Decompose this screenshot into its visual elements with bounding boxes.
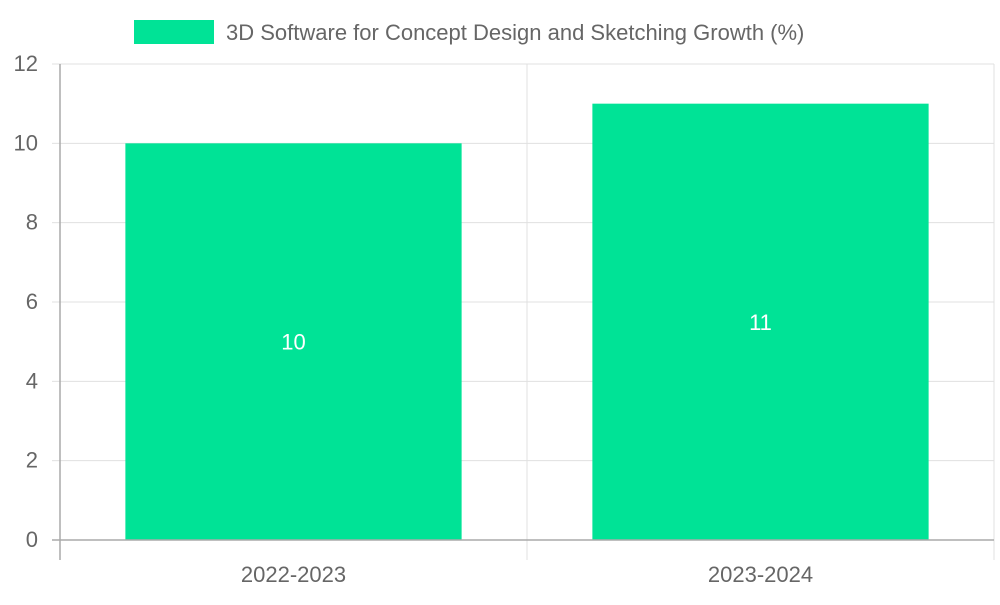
y-tick-label: 12	[14, 51, 38, 76]
bar-2022-2023[interactable]	[125, 143, 462, 541]
x-axis-tick-labels: 2022-2023 2023-2024	[241, 562, 813, 587]
bars	[125, 103, 929, 541]
legend[interactable]: 3D Software for Concept Design and Sketc…	[134, 20, 804, 45]
y-tick-label: 10	[14, 130, 38, 155]
y-tick-label: 4	[26, 368, 38, 393]
legend-label: 3D Software for Concept Design and Sketc…	[226, 20, 804, 45]
x-tick-label: 2023-2024	[708, 562, 813, 587]
bar-2023-2024[interactable]	[592, 103, 929, 541]
legend-swatch	[134, 20, 214, 44]
y-tick-label: 6	[26, 289, 38, 314]
y-tick-label: 0	[26, 527, 38, 552]
data-label: 10	[281, 330, 305, 355]
y-axis-tick-labels: 0 2 4 6 8 10 12	[14, 51, 38, 552]
data-labels: 10 11	[281, 310, 772, 355]
data-label: 11	[749, 310, 772, 335]
x-tick-label: 2022-2023	[241, 562, 346, 587]
y-tick-label: 2	[26, 448, 38, 473]
y-tick-label: 8	[26, 210, 38, 235]
axes	[52, 64, 994, 560]
